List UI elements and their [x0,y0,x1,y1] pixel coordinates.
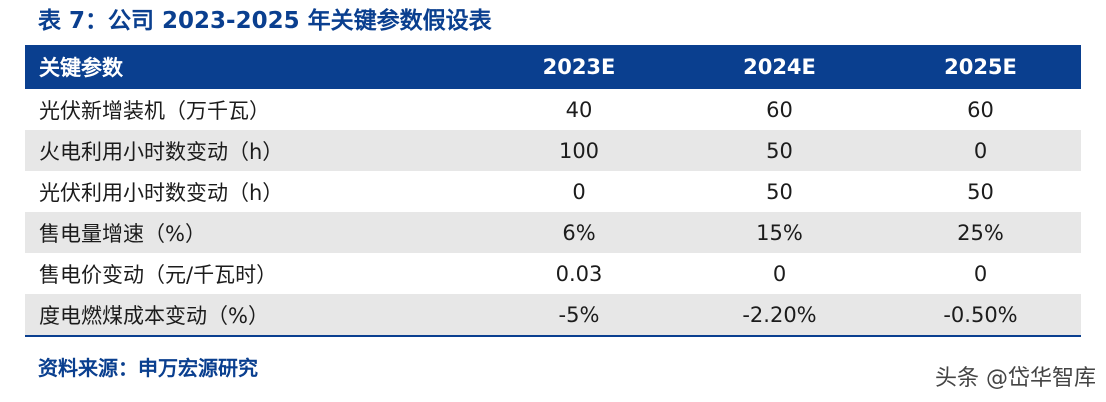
value-2025e: 60 [967,97,994,122]
value-2024e: 0 [772,261,787,286]
value-2024e: 60 [766,97,793,122]
value-2023e: 0.03 [555,261,603,286]
row-label: 售电价变动（元/千瓦时） [39,262,278,287]
value-2024e: 15% [756,220,803,245]
value-2025e: 0 [973,138,988,163]
value-2025e: 0 [973,261,988,286]
value-2023e: 40 [565,97,593,122]
header-cell-2023e: 2023E [542,55,616,79]
row-label: 光伏利用小时数变动（h） [39,180,284,205]
table-bottom-rule [25,335,1081,337]
table-row: 火电利用小时数变动（h） 100 50 0 [25,130,1081,171]
value-2024e: 50 [766,138,793,163]
source-note: 资料来源：申万宏源研究 [38,356,258,380]
value-2025e: 25% [957,220,1004,245]
value-2023e: -5% [558,302,600,327]
value-2024e: -2.20% [742,302,817,327]
table-title: 表 7：公司 2023-2025 年关键参数假设表 [38,8,492,34]
assumption-table: 关键参数 2023E 2024E 2025E 光伏新增装机（万千瓦） 40 60… [25,45,1081,337]
value-2023e: 6% [562,220,596,245]
header-cell-parameter: 关键参数 [39,56,123,80]
value-2025e: 50 [967,179,994,204]
row-label: 火电利用小时数变动（h） [39,139,284,164]
table-row: 光伏利用小时数变动（h） 0 50 50 [25,171,1081,212]
header-cell-2024e: 2024E [743,55,816,79]
table-header-row: 关键参数 2023E 2024E 2025E [25,45,1081,89]
row-label: 度电燃煤成本变动（%） [39,303,269,328]
row-label: 售电量增速（%） [39,221,206,246]
table-row: 光伏新增装机（万千瓦） 40 60 60 [25,89,1081,130]
value-2025e: -0.50% [943,302,1018,327]
header-cell-2025e: 2025E [944,55,1017,79]
value-2023e: 100 [558,138,600,163]
watermark: 头条 @岱华智库 [935,366,1096,391]
value-2023e: 0 [572,179,586,204]
table-row: 售电量增速（%） 6% 15% 25% [25,212,1081,253]
table-row: 度电燃煤成本变动（%） -5% -2.20% -0.50% [25,294,1081,335]
table-row: 售电价变动（元/千瓦时） 0.03 0 0 [25,253,1081,294]
row-label: 光伏新增装机（万千瓦） [39,98,270,123]
value-2024e: 50 [766,179,793,204]
